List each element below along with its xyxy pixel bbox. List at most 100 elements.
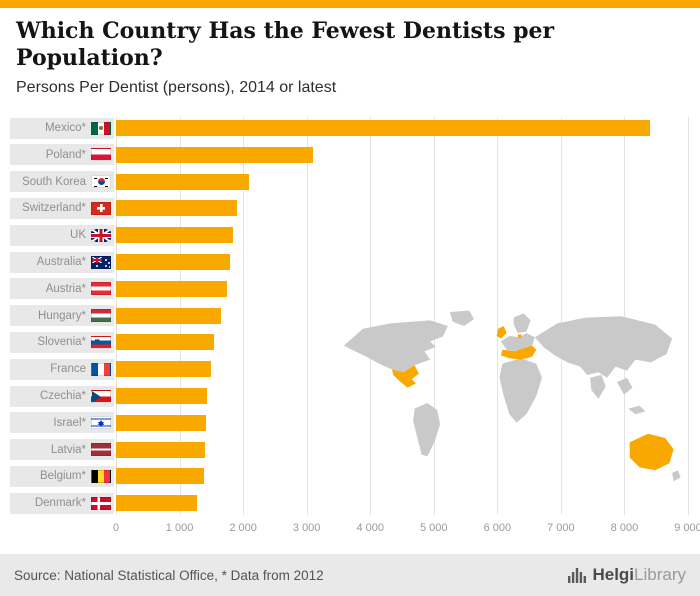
australia-highlight [629,433,674,470]
new-zealand-shape [672,469,681,482]
north-america-shape [343,320,448,372]
chart-row: South Korea [10,168,688,195]
value-bar [116,120,650,137]
helgilibrary-logo[interactable]: HelgiLibrary [568,565,686,585]
value-bar [116,334,214,351]
x-axis-tick-label: 5 000 [420,521,448,534]
world-map [343,310,681,482]
value-bar [116,227,233,244]
gridline [560,116,562,515]
category-pill: France [10,358,114,380]
chart-row: Czechia* [10,383,688,410]
pl-flag-icon [91,148,111,162]
category-label: Australia* [36,256,86,269]
plot-area: Mexico* Poland* South Korea Switzerland* UK A… [10,115,689,517]
bar-track [116,275,688,302]
bar-track [116,195,688,222]
hu-flag-icon [91,309,111,323]
dk-flag-icon [91,496,111,510]
category-label: Belgium* [39,470,86,483]
page-title: Which Country Has the Fewest Dentists pe… [16,18,555,71]
at-flag-icon [91,282,111,296]
chart-row: UK [10,222,688,249]
value-bar [116,280,227,297]
chart-row: Hungary* [10,302,688,329]
x-axis-tick-label: 1 000 [165,521,194,534]
logo-text: HelgiLibrary [592,565,686,585]
asia-shape [534,315,673,378]
category-label: France [50,363,86,376]
mx-flag-icon [91,121,111,135]
bar-track [116,356,688,383]
bar-track [116,302,688,329]
x-axis-tick-label: 2 000 [229,521,257,534]
x-axis-tick-label: 8 000 [610,521,639,534]
india-shape [590,374,606,399]
x-axis-tick-label: 4 000 [356,521,384,534]
south-america-shape [413,402,441,456]
cz-flag-icon [91,389,111,403]
europe-shape [500,332,535,351]
gb-flag-icon [91,228,111,242]
x-axis-tick-label: 0 [112,521,120,534]
value-bar [116,254,230,271]
chart-row: Australia* [10,249,688,276]
category-label: Switzerland* [22,202,86,215]
category-label: Hungary* [38,309,86,322]
bar-track [116,222,688,249]
value-bar [116,468,204,485]
category-label: UK [70,229,86,242]
category-pill: Latvia* [10,439,114,461]
source-note: Source: National Statistical Office, * D… [14,567,324,583]
mexico-highlight [391,364,419,388]
bar-track [116,436,688,463]
bar-track [116,249,688,276]
gridline [433,116,435,515]
bar-track [116,141,688,168]
category-label: Denmark* [34,497,86,510]
gridline [306,116,308,515]
chart-row: France [10,356,688,383]
gridline [370,116,372,515]
x-axis-tick-label: 3 000 [292,521,321,534]
category-pill: UK [10,224,114,246]
top-accent-bar [0,0,700,8]
bar-track [116,115,688,142]
category-pill: Mexico* [10,117,114,139]
chart-footer: Source: National Statistical Office, * D… [0,554,700,596]
chart-row: Slovenia* [10,329,688,356]
chart-row: Austria* [10,275,688,302]
category-pill: Hungary* [10,305,114,327]
category-pill: South Korea [10,171,114,193]
helgilibrary-logo-icon [568,568,587,583]
be-flag-icon [91,469,111,483]
southeast-asia-shape [616,377,633,395]
chart-row: Latvia* [10,436,688,463]
category-label: Israel* [53,416,86,429]
x-axis: 0 1 000 2 000 3 000 4 000 5 000 6 000 7 000 8 00… [112,517,700,539]
chart-row: Denmark* [10,490,688,517]
category-pill: Austria* [10,278,114,300]
chart-row: Mexico* [10,115,688,142]
africa-shape [499,357,542,423]
uk-highlight [496,325,507,339]
lv-flag-icon [91,443,111,457]
category-pill: Switzerland* [10,197,114,219]
value-bar [116,361,211,378]
x-axis-tick-label: 6 000 [483,521,512,534]
greenland-shape [449,310,475,326]
bar-track [116,383,688,410]
value-bar [116,414,206,431]
au-flag-icon [91,255,111,269]
bar-track [116,329,688,356]
logo-text-bold: Helgi [592,565,635,584]
bar-chart: Mexico* Poland* South Korea Switzerland* UK A… [0,105,700,554]
category-pill: Poland* [10,144,114,166]
x-axis-tick-label: 9 000 [674,521,700,534]
il-flag-icon [91,416,111,430]
x-axis-tick-label: 7 000 [547,521,575,534]
bar-track [116,490,688,517]
chart-row: Poland* [10,141,688,168]
logo-text-light: Library [634,565,686,584]
value-bar [116,495,198,512]
